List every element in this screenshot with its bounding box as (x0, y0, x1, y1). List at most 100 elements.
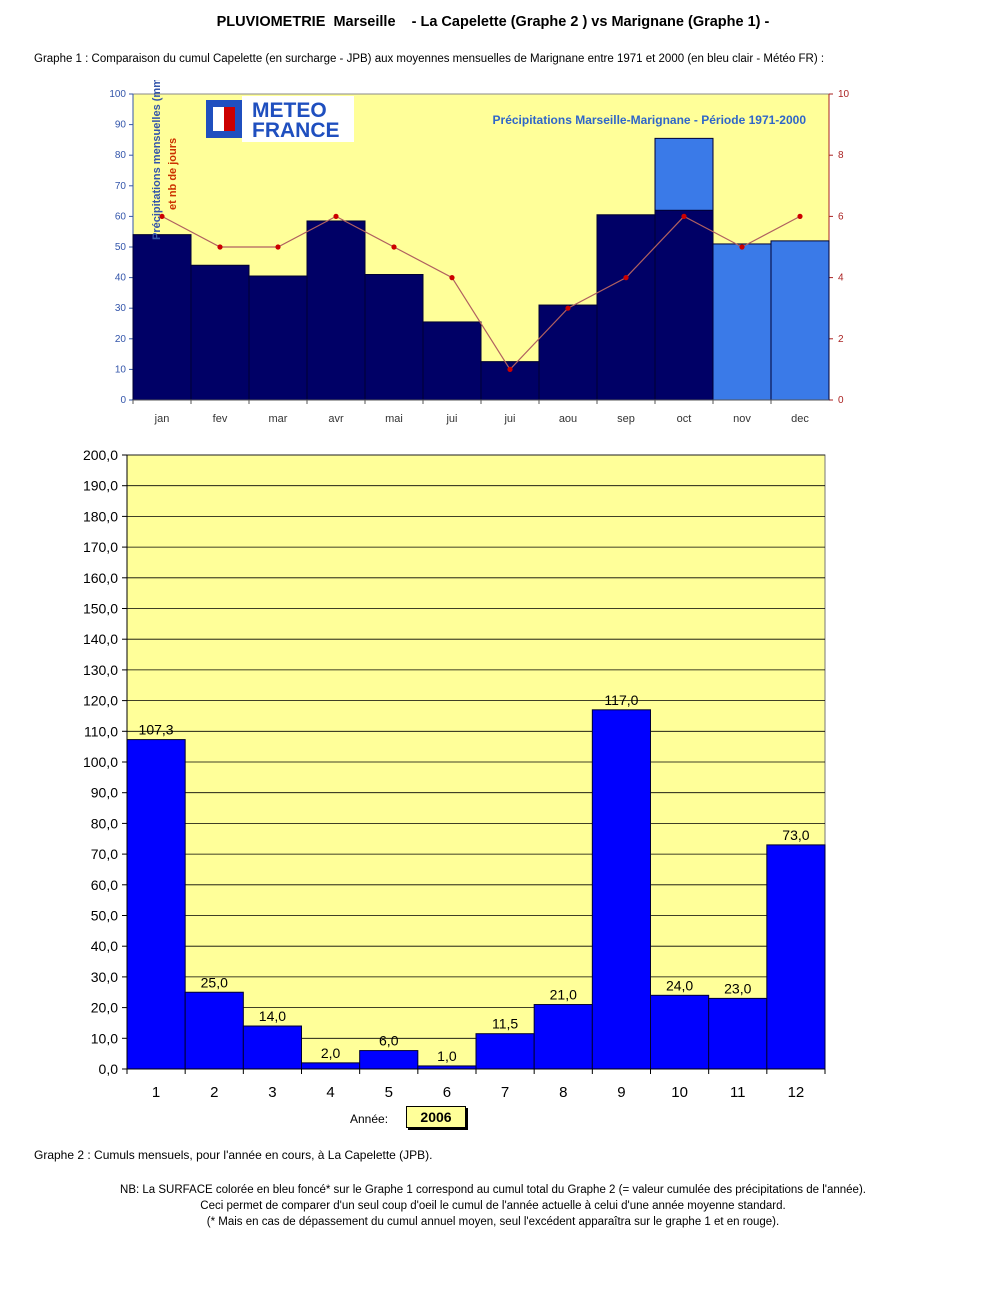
y2-axis-title: et nb de jours (167, 138, 179, 210)
rain-days-point (739, 244, 745, 250)
y-tick-label: 190,0 (83, 478, 118, 494)
y-tick-label: 100 (109, 89, 126, 100)
y-tick-label: 30,0 (91, 969, 118, 985)
y-tick-label: 40 (115, 273, 127, 284)
month-bar (242, 1025, 302, 1070)
cumul-overlay-bar (248, 275, 308, 401)
y-tick-label: 200,0 (83, 447, 118, 463)
graph1-description: Graphe 1 : Comparaison du cumul Capelett… (34, 53, 825, 65)
data-label: 25,0 (201, 974, 228, 990)
rain-days-line (161, 215, 801, 371)
y-tick-label: 60 (115, 211, 127, 222)
nb-line: NB: La SURFACE colorée en bleu foncé* su… (120, 1184, 866, 1196)
cumul-overlay-bar (538, 304, 598, 401)
marignane-climate-chart: 0 10 20 30 40 50 60 70 80 90 100 0 2 4 6 8 10 jan fev mar av… (109, 80, 850, 425)
graph2-description: Graphe 2 : Cumuls mensuels, pour l'année… (34, 1148, 433, 1162)
y-tick-label: 90,0 (91, 785, 118, 801)
x-tick-label: 4 (326, 1084, 334, 1101)
y-tick-label: 0 (120, 395, 126, 406)
data-label: 1,0 (437, 1048, 457, 1064)
y2-tick-label: 0 (838, 395, 844, 406)
y-tick-label: 70,0 (91, 846, 118, 862)
y-tick-label: 70 (115, 181, 127, 192)
y-axis-title: Précipitations mensuelles (mm) (151, 80, 163, 240)
y-tick-label: 170,0 (83, 539, 118, 555)
y2-tick-label: 4 (838, 273, 844, 284)
y2-tick-label: 2 (838, 334, 844, 345)
month-bar (533, 1004, 593, 1070)
x-tick-label: 11 (730, 1084, 746, 1101)
rain-days-point (449, 275, 455, 281)
month-bar (591, 709, 651, 1070)
y-tick-label: 130,0 (83, 662, 118, 678)
x-tick-label: 7 (501, 1084, 509, 1101)
x-tick-label: aou (559, 413, 577, 425)
y-tick-label: 10 (115, 364, 127, 375)
y-tick-label: 20 (115, 334, 127, 345)
x-tick-label: sep (617, 413, 635, 425)
cumul-overlay-bar (190, 264, 250, 401)
month-bar (184, 991, 244, 1070)
cumul-overlay-bar (364, 274, 424, 401)
y2-tick-label: 8 (838, 150, 844, 161)
y-tick-label: 100,0 (83, 754, 118, 770)
data-label: 14,0 (259, 1008, 286, 1024)
month-bar (301, 1062, 361, 1070)
y-tick-label: 140,0 (83, 631, 118, 647)
x-tick-label: 8 (559, 1084, 567, 1101)
y-tick-label: 120,0 (83, 693, 118, 709)
y-tick-label: 10,0 (91, 1030, 118, 1046)
x-tick-label: 10 (671, 1084, 688, 1101)
x-tick-label: avr (328, 413, 344, 425)
y-tick-label: 60,0 (91, 877, 118, 893)
y-tick-label: 110,0 (84, 723, 118, 739)
data-label: 117,0 (604, 692, 638, 708)
data-label: 107,3 (139, 722, 174, 738)
data-label: 21,0 (550, 987, 577, 1003)
y-tick-label: 90 (115, 120, 127, 131)
meteo-france-logo-text: FRANCE (252, 119, 340, 142)
rain-days-point (391, 244, 397, 250)
rain-days-point (159, 213, 165, 219)
month-bar (766, 844, 826, 1070)
x-tick-label: 3 (268, 1084, 276, 1101)
nb-line: (* Mais en cas de dépassement du cumul a… (206, 1216, 780, 1228)
x-tick-label: 5 (385, 1084, 393, 1101)
cumul-overlay-bar (654, 209, 714, 401)
y-tick-label: 30 (115, 303, 127, 314)
data-label: 2,0 (321, 1045, 341, 1061)
month-bar (475, 1033, 535, 1070)
data-label: 24,0 (666, 977, 693, 993)
y-tick-label: 80,0 (91, 815, 118, 831)
y-tick-label: 0,0 (99, 1061, 119, 1077)
x-tick-label: dec (791, 413, 809, 425)
y2-tick-label: 10 (838, 89, 850, 100)
data-label: 23,0 (724, 980, 751, 996)
x-tick-label: 12 (788, 1084, 805, 1101)
y-tick-label: 50 (115, 242, 127, 253)
x-tick-label: 1 (152, 1084, 160, 1101)
meteo-france-logo-bg (242, 96, 354, 142)
month-bar (126, 739, 186, 1070)
nb-line: Ceci permet de comparer d'un seul coup d… (200, 1200, 786, 1212)
y-tick-label: 40,0 (91, 938, 118, 954)
cumul-overlay-bar (422, 321, 482, 401)
x-tick-label: fev (213, 413, 228, 425)
rain-days-point (275, 244, 281, 250)
rain-days-point (797, 213, 803, 219)
nb-notes: NB: La SURFACE colorée en bleu foncé* su… (0, 1182, 986, 1230)
rain-days-point (565, 305, 571, 311)
cumul-overlay-bar (596, 214, 656, 401)
year-label: Année: (350, 1112, 389, 1126)
rain-days-point (217, 244, 223, 250)
x-tick-label: 6 (443, 1084, 451, 1101)
y-tick-label: 150,0 (83, 601, 118, 617)
y-tick-label: 80 (115, 150, 127, 161)
cumul-overlay-bar (132, 234, 192, 401)
x-tick-label: jan (154, 413, 170, 425)
meteo-france-logo-icon-red (224, 107, 235, 131)
year-field[interactable]: 2006 (406, 1106, 466, 1128)
x-tick-label: jui (445, 413, 457, 425)
cumul-overlay-bar (306, 220, 366, 401)
data-label: 6,0 (379, 1033, 399, 1049)
